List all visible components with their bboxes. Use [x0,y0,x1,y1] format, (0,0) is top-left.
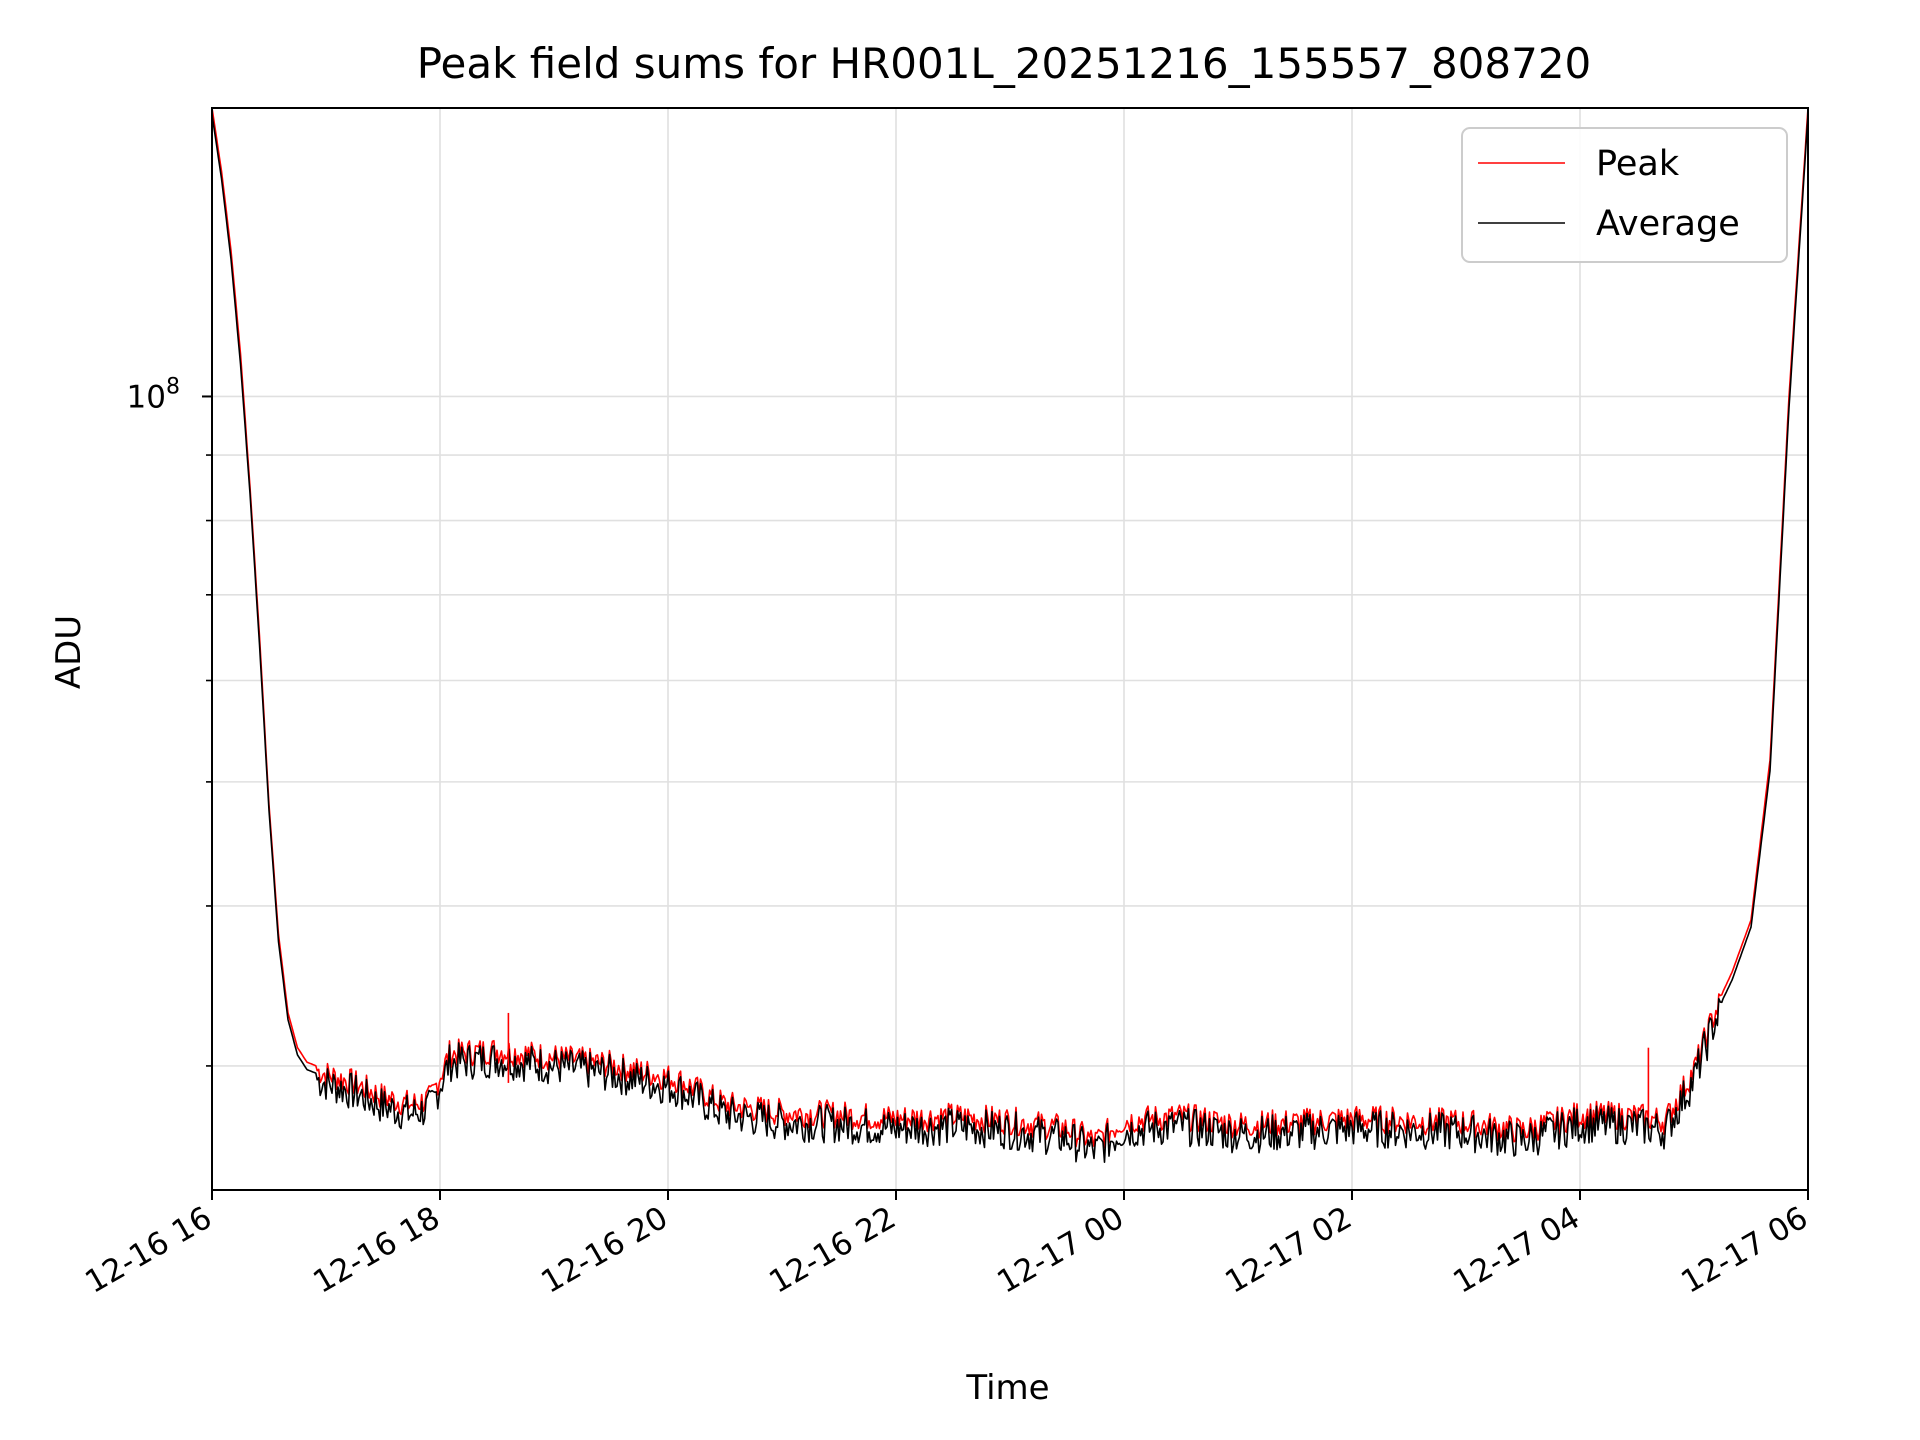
series-line-average [211,114,1809,1163]
legend: Peak Average [1461,127,1788,263]
y-tick-base: 10 [127,379,166,415]
y-tick-label: 108 [127,374,180,415]
x-axis-ticks: 12-16 16 12-16 18 12-16 20 12-16 22 12-17 00… [79,1190,1814,1301]
legend-label-peak: Peak [1596,144,1680,184]
x-tick-label: 12-16 18 [307,1200,446,1301]
x-tick-label: 12-16 22 [763,1200,902,1301]
y-axis-ticks: 108 [127,374,212,1067]
series-layer [211,107,1809,1163]
series-line-peak [211,107,1809,1149]
plot-frame [211,107,1809,1191]
x-tick-label: 12-17 00 [991,1200,1130,1301]
x-tick-label: 12-17 06 [1675,1200,1814,1301]
x-tick-label: 12-17 04 [1447,1200,1586,1301]
x-axis-label: Time [965,1368,1049,1408]
annotations [507,1012,1650,1118]
grid [211,108,1809,1190]
x-tick-label: 12-16 20 [535,1200,674,1301]
x-tick-label: 12-17 02 [1219,1200,1358,1301]
x-tick-label: 12-16 16 [79,1200,218,1301]
chart-title: Peak field sums for HR001L_20251216_1555… [417,39,1592,88]
y-tick-exponent: 8 [166,374,180,399]
legend-box [1461,127,1788,263]
legend-label-average: Average [1596,204,1740,244]
y-axis-label: ADU [49,615,89,689]
